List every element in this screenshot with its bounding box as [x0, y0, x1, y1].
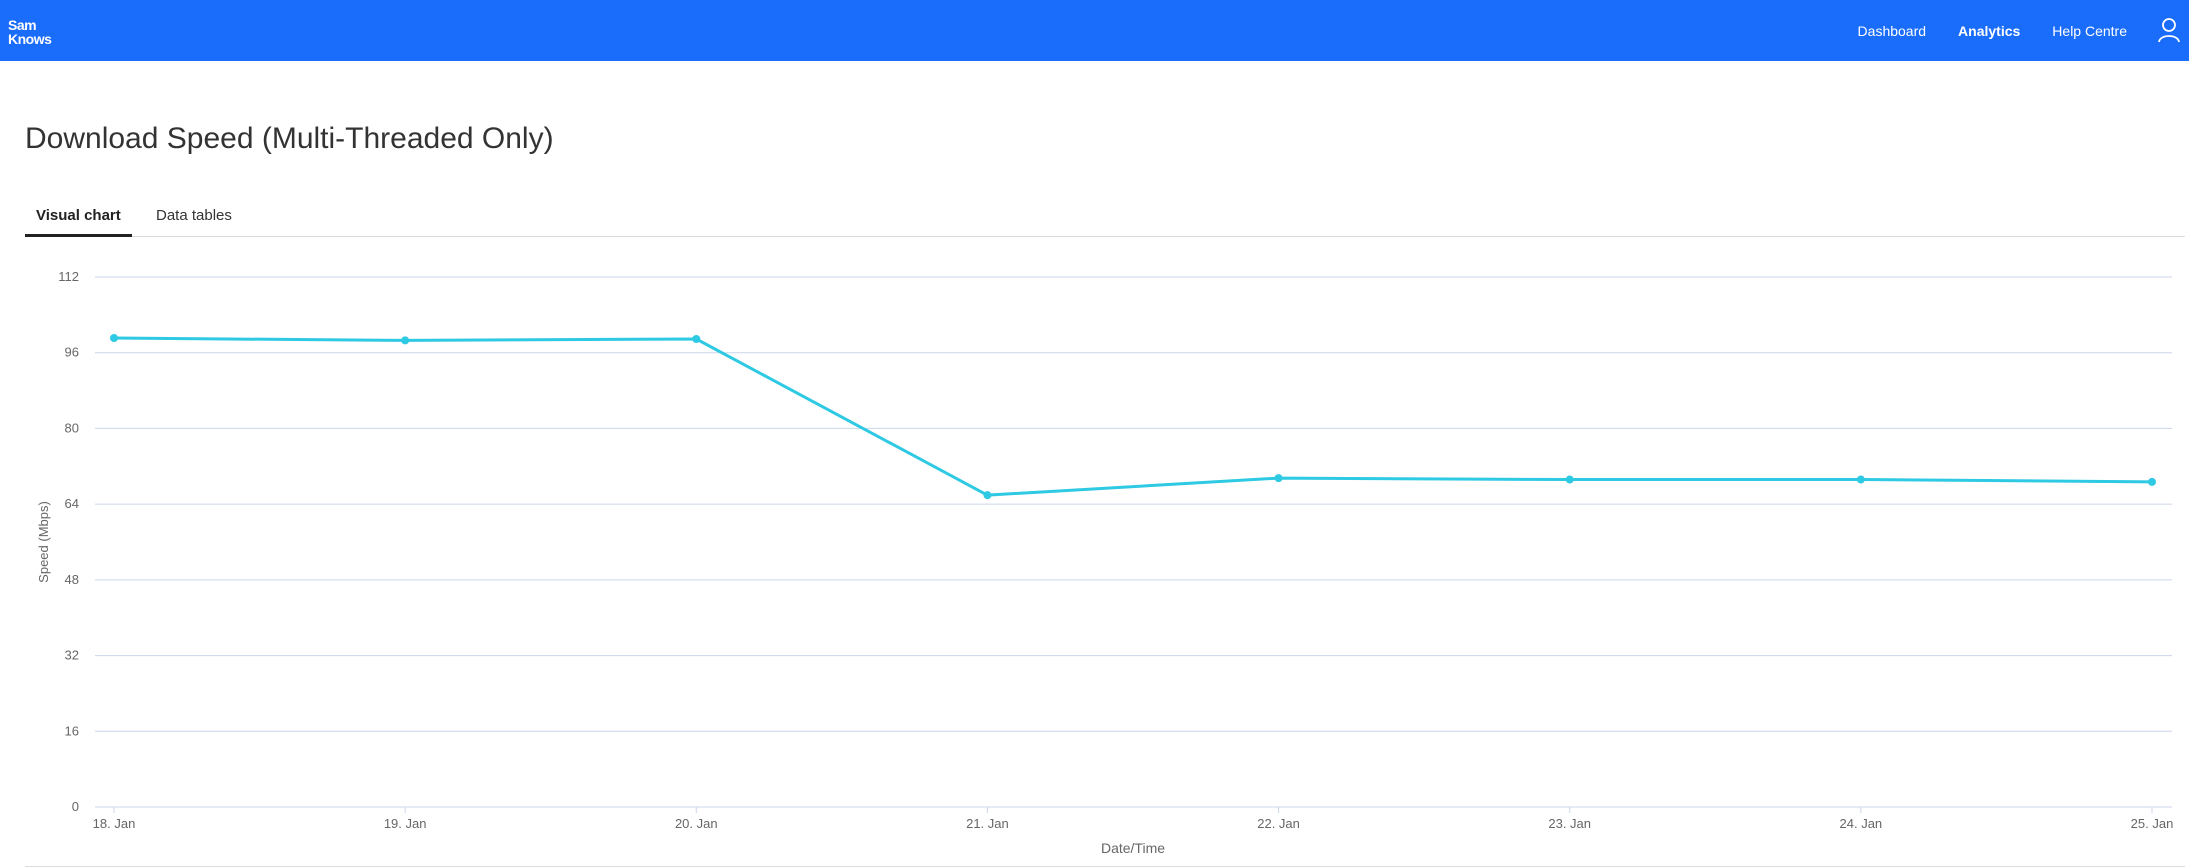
data-point — [1565, 475, 1574, 484]
tab-data-tables[interactable]: Data tables — [156, 207, 232, 224]
data-point — [1274, 474, 1283, 483]
y-tick-label: 96 — [65, 345, 79, 360]
data-point — [1856, 475, 1865, 484]
logo-line-2: Knows — [8, 31, 52, 47]
chart-container: 0 16 32 48 64 80 96 112 18. Jan 19. Jan 20. Jan 21.… — [0, 250, 2189, 865]
x-tick-label: 24. Jan — [1840, 816, 1883, 831]
main-nav: Dashboard Analytics Help Centre — [1826, 0, 2127, 61]
y-tick-label: 80 — [65, 420, 79, 435]
page-title: Download Speed (Multi-Threaded Only) — [25, 122, 554, 155]
x-tick-label: 19. Jan — [384, 816, 427, 831]
view-tabs: Visual chart Data tables — [25, 199, 2185, 237]
x-tick-label: 21. Jan — [966, 816, 1009, 831]
tab-visual-chart[interactable]: Visual chart — [25, 199, 132, 237]
x-axis-title: Date/Time — [1101, 840, 1165, 856]
x-tick-label: 22. Jan — [1257, 816, 1300, 831]
data-point — [110, 334, 118, 343]
divider — [25, 866, 2185, 867]
data-point — [692, 334, 701, 343]
data-point — [401, 336, 410, 345]
nav-help-centre[interactable]: Help Centre — [2052, 22, 2127, 39]
y-tick-label: 112 — [58, 269, 79, 284]
x-tick-label: 25. Jan — [2131, 816, 2174, 831]
y-tick-label: 16 — [65, 723, 79, 738]
y-axis-title: Speed (Mbps) — [36, 501, 51, 583]
nav-analytics[interactable]: Analytics — [1958, 22, 2021, 39]
top-navigation-bar: Sam Knows Dashboard Analytics Help Centr… — [0, 0, 2189, 61]
y-tick-label: 32 — [65, 648, 79, 663]
data-point — [983, 491, 992, 500]
y-tick-label: 48 — [65, 572, 79, 587]
logo-line-1: Sam — [8, 17, 37, 33]
x-tick-label: 20. Jan — [675, 816, 718, 831]
x-tick-label: 23. Jan — [1548, 816, 1591, 831]
nav-dashboard[interactable]: Dashboard — [1857, 22, 1927, 39]
series-line — [112, 336, 2154, 497]
download-speed-chart: 0 16 32 48 64 80 96 112 18. Jan 19. Jan 20. Jan 21.… — [36, 269, 2174, 856]
y-tick-label: 64 — [65, 496, 79, 511]
user-icon[interactable] — [2157, 17, 2181, 43]
samknows-logo[interactable]: Sam Knows — [8, 17, 52, 47]
data-point — [2148, 477, 2156, 486]
y-tick-label: 0 — [72, 799, 79, 814]
x-tick-label: 18. Jan — [93, 816, 136, 831]
